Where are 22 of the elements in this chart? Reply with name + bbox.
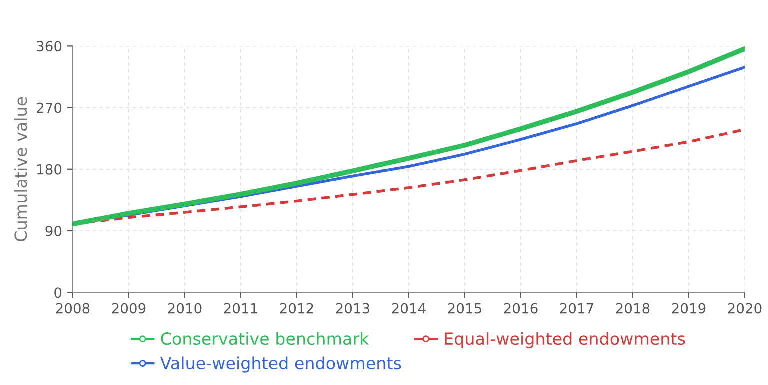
x-tick-label: 2012 (280, 303, 314, 314)
x-tick-label: 2016 (504, 303, 538, 314)
y-tick-label: 270 (37, 102, 62, 114)
x-tick-label: 2020 (728, 303, 762, 314)
y-tick-label: 360 (37, 41, 62, 52)
y-tick-label: 90 (46, 226, 62, 236)
x-tick-label: 2011 (224, 303, 258, 314)
x-tick-label: 2010 (168, 303, 202, 314)
x-tick-label: 2014 (392, 303, 426, 314)
x-tick-label: 2009 (112, 303, 146, 314)
x-tick-label: 2018 (616, 303, 650, 314)
x-tick-label: 2017 (560, 303, 594, 314)
legend-label: Equal-weighted endowments (445, 332, 686, 348)
x-tick-label: 2019 (672, 303, 706, 314)
x-tick-label: 2015 (448, 303, 482, 314)
legend-label: Conservative benchmark (161, 332, 370, 346)
x-tick-label: 2013 (336, 303, 370, 314)
y-tick-label: 0 (54, 288, 62, 298)
x-tick-label: 2008 (56, 303, 90, 314)
legend-label: Value-weighted endowments (160, 356, 402, 373)
y-axis-title: Cumulative value (14, 97, 28, 242)
y-tick-label: 180 (38, 164, 62, 175)
